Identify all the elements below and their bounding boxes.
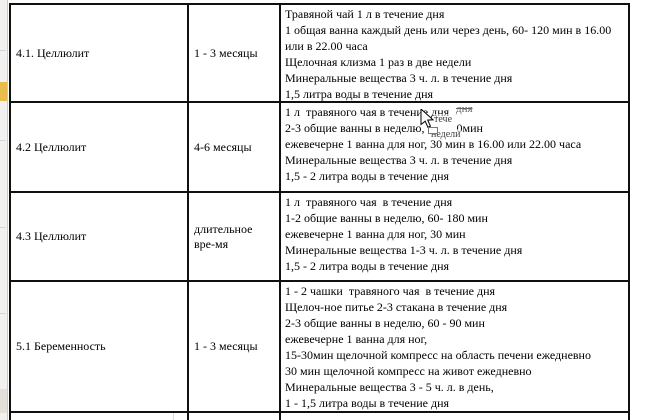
- drag-ghost-fragment: тече: [434, 114, 453, 125]
- treatment-line[interactable]: Минеральные вещества 3 - 5 ч. л. в день,: [285, 380, 494, 394]
- table-stub-border: [187, 413, 189, 420]
- duration-text: 1 - 3 месяцы: [194, 45, 258, 60]
- table-row: 4.2 Целлюлит 4-6 месяцы 1 л травяного чая …: [11, 103, 628, 193]
- duration-cell[interactable]: 1 - 3 месяцы: [189, 282, 281, 411]
- condition-cell[interactable]: 4.3 Целлюлит: [11, 193, 189, 280]
- condition-text: 4.3 Целлюлит: [16, 229, 87, 243]
- table-row: 5.1 Беременность 1 - 3 месяцы 1 - 2 чашки …: [11, 282, 628, 413]
- duration-cell[interactable]: 4-6 месяцы: [189, 103, 281, 191]
- treatment-line[interactable]: 1 - 2 чашки травяного чая в течение дня: [285, 284, 496, 298]
- treatment-line[interactable]: ежевечерне 1 ванна для ног,: [285, 332, 428, 346]
- treatment-line[interactable]: 1 л травяного чая в течение дня: [285, 195, 453, 209]
- table-row: 4.3 Целлюлит длительное вре-мя 1 л травяно…: [11, 193, 628, 282]
- treatment-line[interactable]: Щелочная клизма 1 раз в две недели: [285, 55, 472, 69]
- ruler-tick: [0, 140, 6, 141]
- treatment-line[interactable]: 1 - 1,5 литра воды в течение дня: [285, 396, 450, 410]
- drag-ghost-fragment: дня: [456, 103, 473, 115]
- condition-cell[interactable]: 4.2 Целлюлит: [11, 103, 189, 191]
- table-stub-border: [279, 413, 281, 420]
- condition-text: 5.1 Беременность: [16, 339, 106, 353]
- duration-text: длительное вре-мя: [194, 221, 253, 251]
- doc-table: 4.1. Целлюлит 1 - 3 месяцы Травяной чай 1 …: [9, 3, 630, 413]
- treatment-segment: 2-3 общие ванны в неделю,: [285, 121, 425, 135]
- duration-text: 4-6 месяцы: [194, 139, 252, 154]
- table-stub-border: [628, 413, 630, 420]
- condition-text: 4.2 Целлюлит: [16, 139, 87, 154]
- treatments-cell[interactable]: 1 - 2 чашки травяного чая в течение дня Щ…: [281, 282, 628, 411]
- ruler-tick: [0, 227, 6, 228]
- treatments-cell[interactable]: 1 л травяного чая в течение дня 2-3 общие…: [281, 103, 628, 191]
- doc-table-rows: 4.1. Целлюлит 1 - 3 месяцы Травяной чай 1 …: [11, 5, 628, 413]
- condition-cell[interactable]: 4.1. Целлюлит: [11, 5, 189, 101]
- treatment-line[interactable]: 1,5 - 2 литра воды в течение дня: [285, 169, 450, 183]
- treatment-line[interactable]: 2-3 общие ванны в неделю, 60 - 90 мин: [285, 316, 485, 330]
- ruler-tick: [0, 313, 6, 314]
- table-row: 4.1. Целлюлит 1 - 3 месяцы Травяной чай 1 …: [11, 5, 628, 103]
- treatment-line[interactable]: 1,5 - 2 литра воды в течение дня: [285, 259, 450, 273]
- treatment-line[interactable]: 1 общая ванна каждый день или через день…: [285, 23, 615, 53]
- treatment-line[interactable]: 1,5 литра воды в течение дня: [285, 87, 434, 101]
- treatment-line[interactable]: Минеральные вещества 3 ч. л. в течение д…: [285, 153, 513, 167]
- treatment-line[interactable]: Щелоч-ное питье 2-3 стакана в течение дн…: [285, 300, 508, 314]
- duration-cell[interactable]: длительное вре-мя: [189, 193, 281, 280]
- treatment-line[interactable]: ежевечерне 1 ванна для ног, 30 мин в 16.…: [285, 137, 582, 151]
- highlight-mark: [0, 82, 7, 101]
- treatment-line[interactable]: Травяной чай 1 л в течение дня: [285, 7, 445, 21]
- treatments-cell[interactable]: Травяной чай 1 л в течение дня 1 общая ва…: [281, 5, 628, 101]
- treatment-line[interactable]: 15-30мин щелочной компресс на область пе…: [285, 348, 591, 362]
- mouse-cursor-icon: [420, 107, 442, 140]
- duration-text: 1 - 3 месяцы: [194, 339, 258, 353]
- table-stub-border: [9, 413, 11, 420]
- condition-cell[interactable]: 5.1 Беременность: [11, 282, 189, 411]
- treatment-line[interactable]: 1-2 общие ванны в неделю, 60- 180 мин: [285, 211, 488, 225]
- duration-cell[interactable]: 1 - 3 месяцы: [189, 5, 281, 101]
- treatment-line[interactable]: ежевечерне 1 ванна для ног, 30 мин: [285, 227, 466, 241]
- treatment-line[interactable]: Минеральные вещества 3 ч. л. в течение д…: [285, 71, 513, 85]
- treatment-segment: 0мин: [456, 121, 483, 135]
- treatments-cell[interactable]: 1 л травяного чая в течение дня 1-2 общие…: [281, 193, 628, 280]
- treatment-line[interactable]: 30 мин щелочной компресс на живот ежедне…: [285, 364, 532, 378]
- treatment-line[interactable]: Минеральные вещества 1-3 ч. л. в течение…: [285, 243, 523, 257]
- condition-text: 4.1. Целлюлит: [16, 45, 90, 60]
- treatment-line[interactable]: 2-3 общие ванны в неделю, 0мин: [285, 120, 624, 136]
- treatment-line[interactable]: 1 л травяного чая в течение дня: [285, 105, 450, 119]
- left-strip: [0, 0, 8, 420]
- drag-ghost-fragment: недели: [431, 129, 461, 140]
- ruler-tick: [0, 50, 6, 51]
- bottom-mark: [0, 389, 7, 413]
